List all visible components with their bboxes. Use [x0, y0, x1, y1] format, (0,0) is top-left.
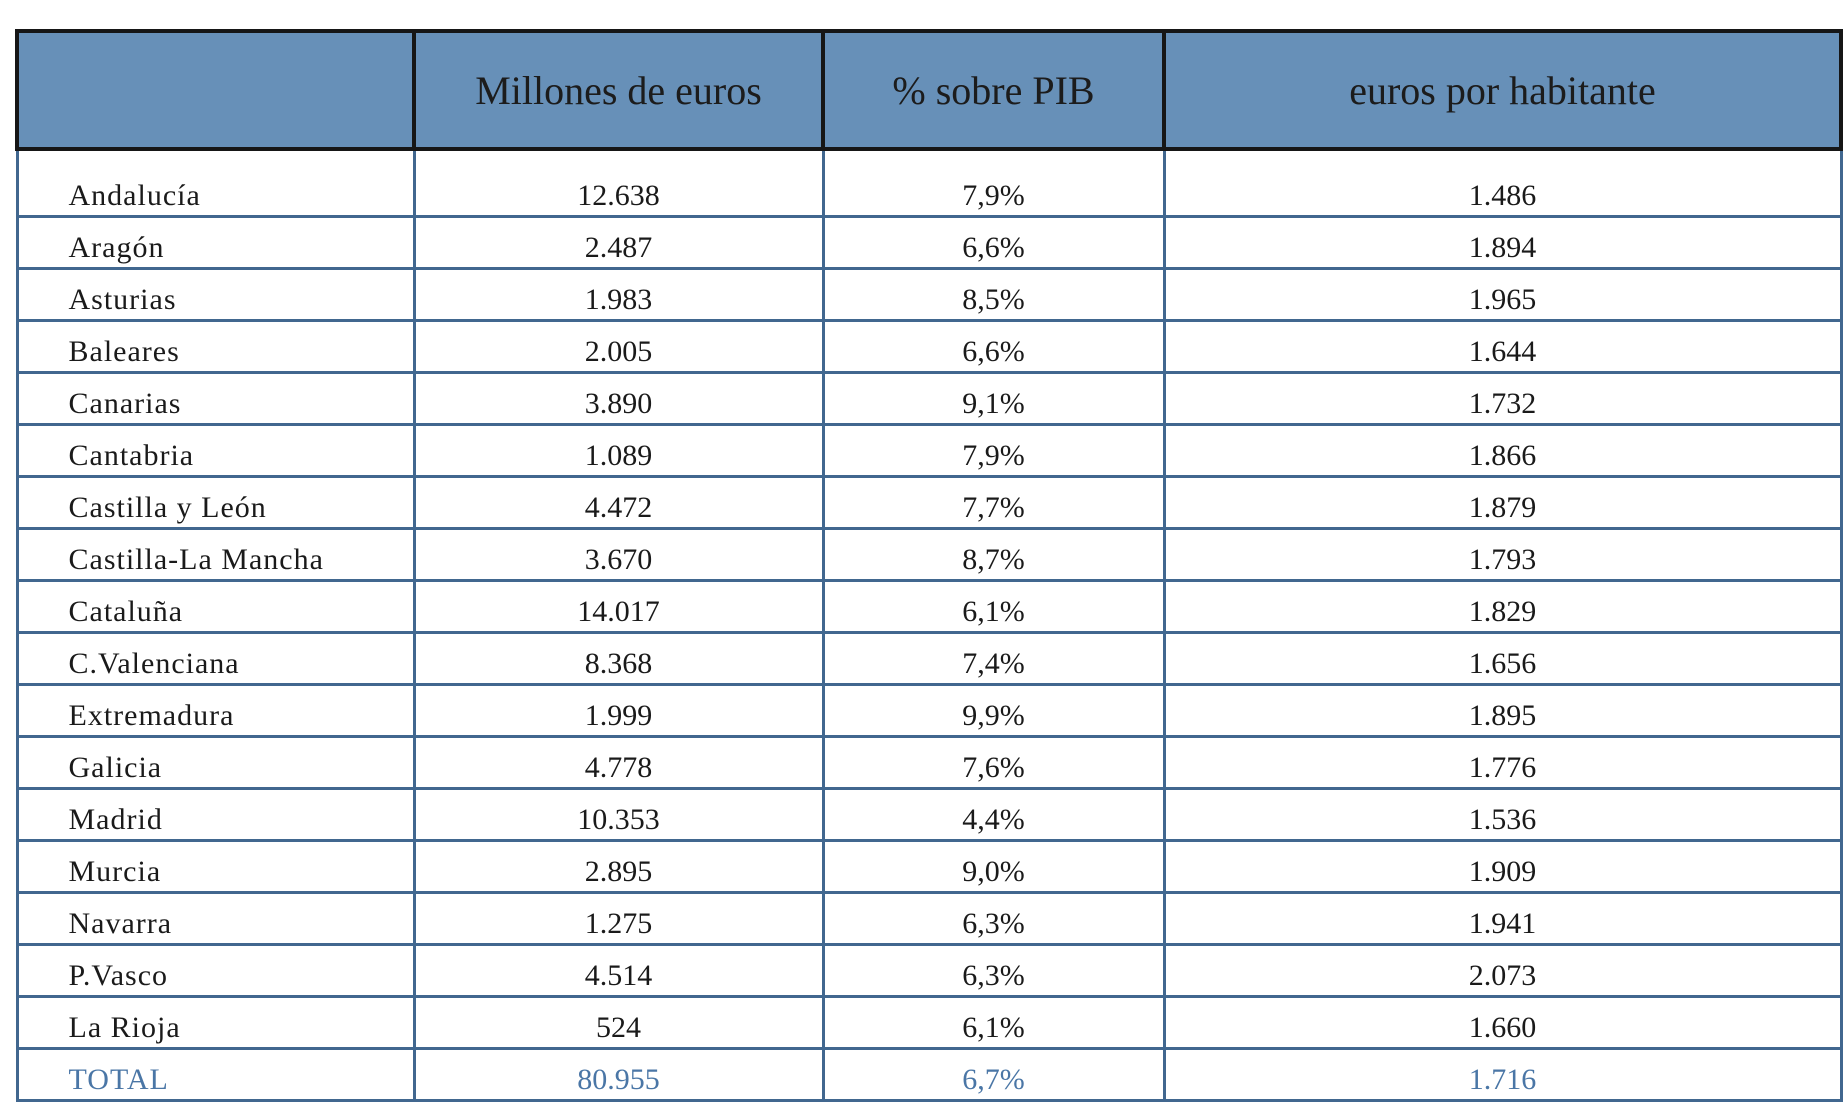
cell-habitante: 1.895: [1162, 683, 1843, 738]
table-row: La Rioja 524 6,1% 1.660: [15, 995, 1843, 1050]
total-cell-region: TOTAL: [15, 1047, 416, 1102]
cell-pib: 7,6%: [821, 735, 1166, 790]
cell-habitante: 1.536: [1162, 787, 1843, 842]
cell-millones: 1.999: [412, 683, 825, 738]
cell-region: Canarias: [15, 371, 416, 426]
cell-region: Andalucía: [15, 147, 416, 218]
cell-millones: 12.638: [412, 147, 825, 218]
table-row: Cataluña 14.017 6,1% 1.829: [15, 579, 1843, 634]
table-row: Galicia 4.778 7,6% 1.776: [15, 735, 1843, 790]
cell-pib: 6,3%: [821, 943, 1166, 998]
cell-habitante: 1.644: [1162, 319, 1843, 374]
cell-habitante: 1.776: [1162, 735, 1843, 790]
cell-habitante: 1.732: [1162, 371, 1843, 426]
cell-habitante: 1.879: [1162, 475, 1843, 530]
table-row: Murcia 2.895 9,0% 1.909: [15, 839, 1843, 894]
cell-pib: 9,0%: [821, 839, 1166, 894]
cell-habitante: 1.793: [1162, 527, 1843, 582]
table-row: Cantabria 1.089 7,9% 1.866: [15, 423, 1843, 478]
cell-millones: 2.005: [412, 319, 825, 374]
table-body: Andalucía 12.638 7,9% 1.486 Aragón 2.487 6,6% 1…: [15, 147, 1843, 1102]
cell-habitante: 1.894: [1162, 215, 1843, 270]
cell-habitante: 1.660: [1162, 995, 1843, 1050]
table-row: Navarra 1.275 6,3% 1.941: [15, 891, 1843, 946]
table-row: Castilla-La Mancha 3.670 8,7% 1.793: [15, 527, 1843, 582]
cell-millones: 2.895: [412, 839, 825, 894]
cell-region: Baleares: [15, 319, 416, 374]
cell-region: Asturias: [15, 267, 416, 322]
table-row: Madrid 10.353 4,4% 1.536: [15, 787, 1843, 842]
table-row: Castilla y León 4.472 7,7% 1.879: [15, 475, 1843, 530]
header-pib: % sobre PIB: [821, 29, 1166, 151]
table-row: P.Vasco 4.514 6,3% 2.073: [15, 943, 1843, 998]
cell-millones: 1.089: [412, 423, 825, 478]
cell-pib: 7,9%: [821, 147, 1166, 218]
cell-millones: 4.472: [412, 475, 825, 530]
cell-habitante: 1.829: [1162, 579, 1843, 634]
cell-habitante: 1.965: [1162, 267, 1843, 322]
cell-pib: 6,6%: [821, 215, 1166, 270]
cell-millones: 4.778: [412, 735, 825, 790]
cell-habitante: 1.486: [1162, 147, 1843, 218]
cell-pib: 9,9%: [821, 683, 1166, 738]
table-row: Canarias 3.890 9,1% 1.732: [15, 371, 1843, 426]
cell-pib: 8,7%: [821, 527, 1166, 582]
cell-region: Aragón: [15, 215, 416, 270]
cell-millones: 10.353: [412, 787, 825, 842]
total-cell-habitante: 1.716: [1162, 1047, 1843, 1102]
cell-region: Galicia: [15, 735, 416, 790]
header-row: Millones de euros % sobre PIB euros por …: [15, 29, 1843, 151]
table-row: Baleares 2.005 6,6% 1.644: [15, 319, 1843, 374]
header-habitante: euros por habitante: [1162, 29, 1843, 151]
header-region: [15, 29, 416, 151]
header-millones: Millones de euros: [412, 29, 825, 151]
table-row: Aragón 2.487 6,6% 1.894: [15, 215, 1843, 270]
cell-pib: 7,9%: [821, 423, 1166, 478]
total-cell-pib: 6,7%: [821, 1047, 1166, 1102]
data-table-container: Millones de euros % sobre PIB euros por …: [15, 29, 1843, 1102]
table-row: Extremadura 1.999 9,9% 1.895: [15, 683, 1843, 738]
cell-habitante: 1.941: [1162, 891, 1843, 946]
cell-region: Murcia: [15, 839, 416, 894]
cell-millones: 14.017: [412, 579, 825, 634]
cell-millones: 1.983: [412, 267, 825, 322]
cell-habitante: 1.866: [1162, 423, 1843, 478]
cell-pib: 4,4%: [821, 787, 1166, 842]
cell-millones: 3.890: [412, 371, 825, 426]
cell-region: Cantabria: [15, 423, 416, 478]
cell-region: Castilla y León: [15, 475, 416, 530]
cell-region: P.Vasco: [15, 943, 416, 998]
cell-millones: 2.487: [412, 215, 825, 270]
cell-habitante: 1.909: [1162, 839, 1843, 894]
cell-habitante: 1.656: [1162, 631, 1843, 686]
cell-millones: 4.514: [412, 943, 825, 998]
cell-pib: 6,1%: [821, 995, 1166, 1050]
cell-millones: 524: [412, 995, 825, 1050]
table-row: Andalucía 12.638 7,9% 1.486: [15, 147, 1843, 218]
cell-pib: 6,3%: [821, 891, 1166, 946]
cell-pib: 6,1%: [821, 579, 1166, 634]
cell-region: C.Valenciana: [15, 631, 416, 686]
cell-region: Extremadura: [15, 683, 416, 738]
total-cell-millones: 80.955: [412, 1047, 825, 1102]
cell-region: La Rioja: [15, 995, 416, 1050]
cell-pib: 9,1%: [821, 371, 1166, 426]
table-row: C.Valenciana 8.368 7,4% 1.656: [15, 631, 1843, 686]
cell-pib: 7,4%: [821, 631, 1166, 686]
cell-habitante: 2.073: [1162, 943, 1843, 998]
table-row: Asturias 1.983 8,5% 1.965: [15, 267, 1843, 322]
cell-pib: 8,5%: [821, 267, 1166, 322]
total-row: TOTAL 80.955 6,7% 1.716: [15, 1047, 1843, 1102]
regional-spending-table: Millones de euros % sobre PIB euros por …: [15, 29, 1843, 1102]
cell-region: Cataluña: [15, 579, 416, 634]
cell-pib: 6,6%: [821, 319, 1166, 374]
cell-region: Madrid: [15, 787, 416, 842]
cell-millones: 3.670: [412, 527, 825, 582]
cell-millones: 8.368: [412, 631, 825, 686]
cell-region: Castilla-La Mancha: [15, 527, 416, 582]
cell-pib: 7,7%: [821, 475, 1166, 530]
cell-region: Navarra: [15, 891, 416, 946]
cell-millones: 1.275: [412, 891, 825, 946]
